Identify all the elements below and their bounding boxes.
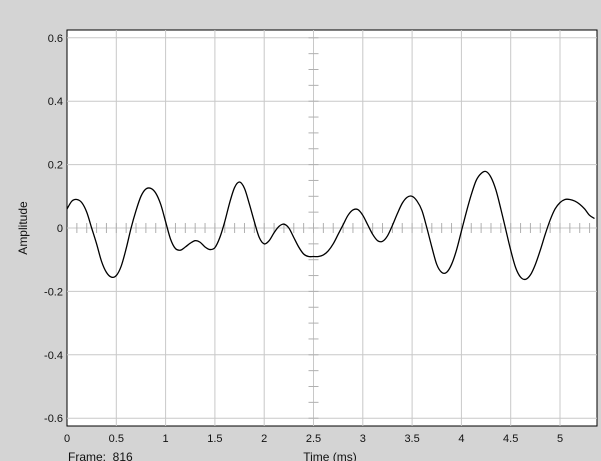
y-tick-label: -0.6	[44, 413, 63, 425]
x-tick-label: 2.5	[306, 433, 321, 445]
y-tick-label: 0.6	[48, 33, 63, 45]
y-tick-label: 0.2	[48, 160, 63, 172]
y-tick-label: -0.4	[44, 350, 63, 362]
x-tick-label: 0	[64, 433, 70, 445]
waveform-line	[66, 170, 595, 281]
x-axis-label: Time (ms)	[303, 450, 357, 461]
center-axis-ticks	[76, 37, 591, 419]
x-tick-label: 0.5	[109, 433, 124, 445]
series-group	[66, 170, 595, 281]
y-tick-label: 0.4	[48, 96, 63, 108]
frame-label: Frame: 816	[68, 450, 133, 461]
x-tick-labels: 0 0.5 1 1.5 2 2.5 3 3.5 4 4.5 5	[64, 433, 563, 445]
x-tick-label: 5	[557, 433, 563, 445]
x-tick-label: 3	[360, 433, 366, 445]
x-tick-label: 4	[458, 433, 464, 445]
x-tick-label: 3.5	[404, 433, 419, 445]
y-tick-label: -0.2	[44, 286, 63, 298]
x-tick-label: 1	[163, 433, 169, 445]
x-tick-label: 1.5	[207, 433, 222, 445]
y-axis-label: Amplitude	[16, 201, 30, 255]
y-tick-labels: 0.6 0.4 0.2 0 -0.2 -0.4 -0.6	[44, 33, 63, 425]
x-tick-label: 2	[261, 433, 267, 445]
y-tick-label: 0	[57, 223, 63, 235]
x-tick-label: 4.5	[503, 433, 518, 445]
